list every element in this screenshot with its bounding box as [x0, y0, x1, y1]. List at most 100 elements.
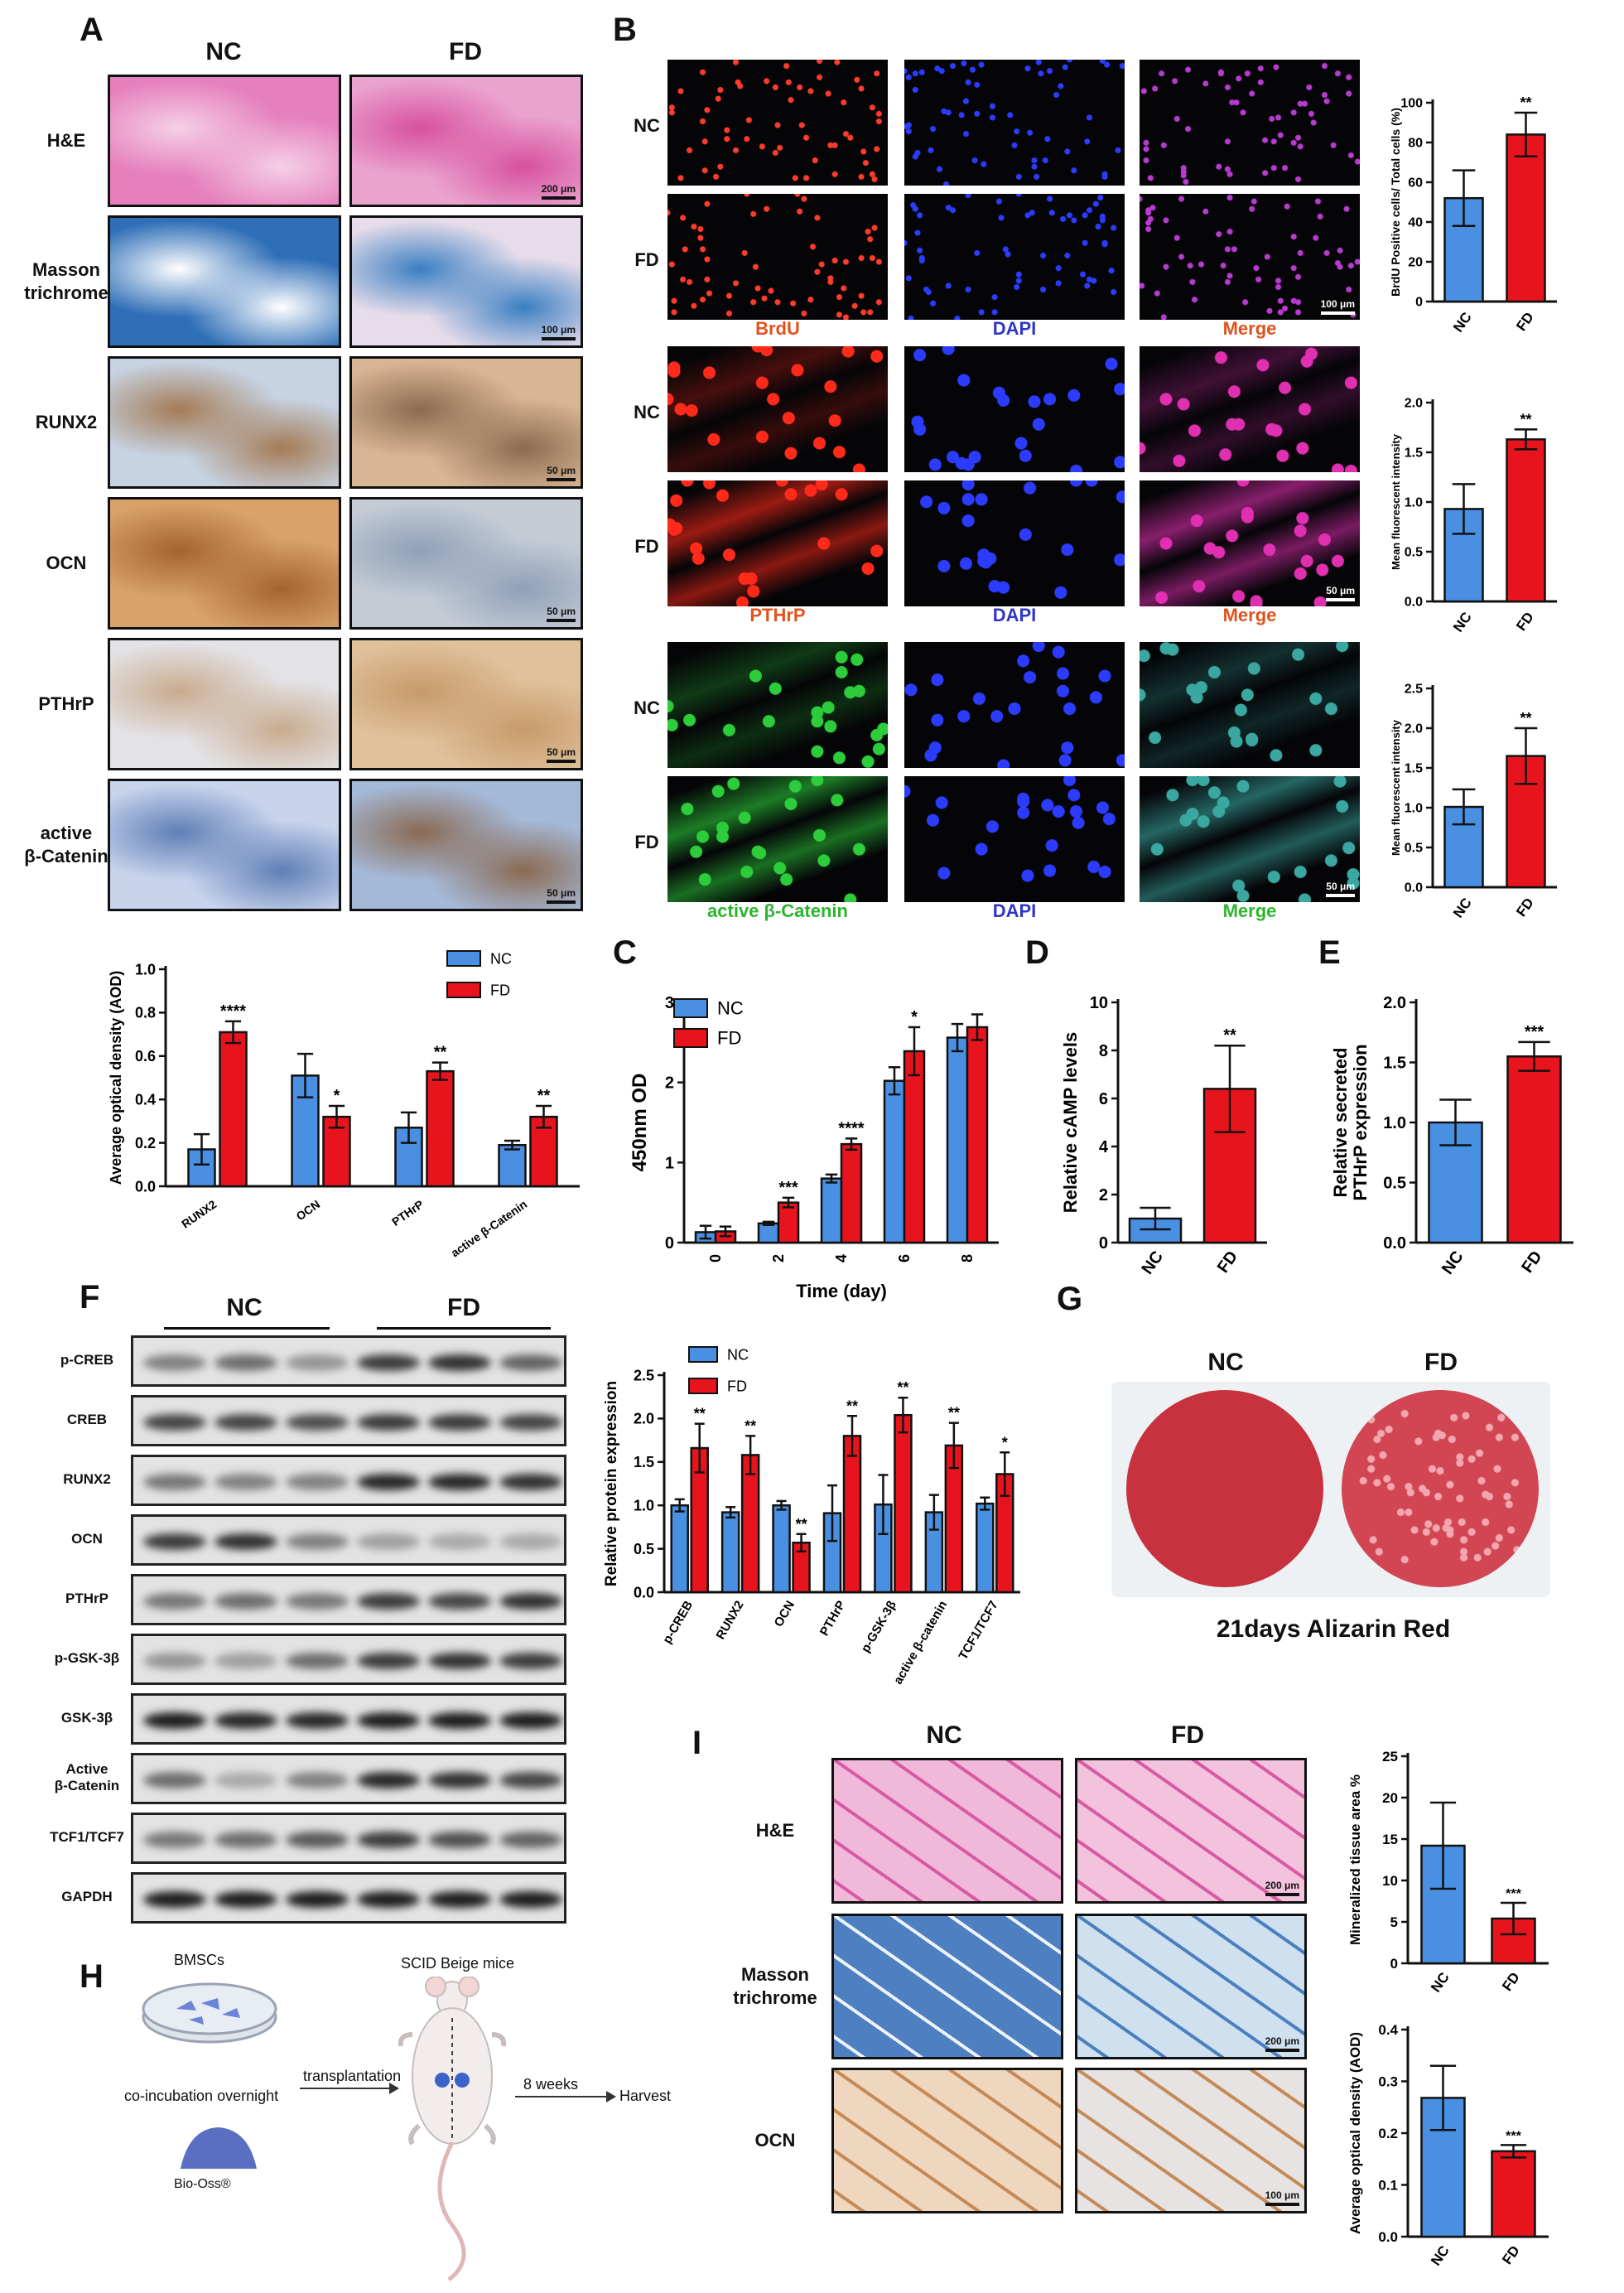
- blot-band: [214, 1653, 277, 1669]
- panel-i-micrograph: 100 μm: [1075, 2068, 1307, 2213]
- y-tick-label: 10: [1382, 1873, 1398, 1889]
- blot-band: [428, 1533, 491, 1550]
- chart-f-protein: 0.0 0.5 1.0 1.5 2.0 2.5 Relative protein expre…: [603, 1346, 1020, 1687]
- channel-label: DAPI: [992, 318, 1037, 339]
- blot-band: [499, 1772, 562, 1789]
- panel-letter-e: E: [1318, 934, 1341, 971]
- y-tick-label: 0.5: [1383, 1175, 1406, 1193]
- blot-band: [143, 1832, 206, 1848]
- blot-row: [131, 1335, 566, 1387]
- y-axis-label: Relative protein expression: [603, 1381, 620, 1586]
- blot-row-label: PTHrP: [65, 1591, 108, 1606]
- y-tick-label: 0.5: [1405, 842, 1423, 856]
- x-tick-label: NC: [1428, 1969, 1453, 1995]
- scale-bar: 200 μm: [1265, 1880, 1299, 1896]
- panel-b-row-label: NC: [634, 402, 660, 422]
- fluorescence-image: [1140, 60, 1360, 186]
- x-tick-label: FD: [1513, 895, 1537, 919]
- y-tick-label: 0.6: [135, 1048, 156, 1064]
- blot-band: [357, 1533, 420, 1550]
- weeks-label: 8 weeks: [523, 2076, 579, 2093]
- x-tick-label: FD: [1499, 2242, 1523, 2266]
- scale-bar: 50 μm: [547, 887, 576, 904]
- panel-a-micrograph: [108, 356, 341, 489]
- y-tick-label: 8: [1099, 1042, 1108, 1060]
- blot-row: [131, 1813, 566, 1864]
- panel-i-micrograph: [831, 1758, 1063, 1904]
- significance-label: **: [694, 1406, 706, 1422]
- panel-b-row-label: FD: [634, 832, 659, 852]
- bar: [772, 1504, 791, 1594]
- legend-swatch: [688, 1346, 718, 1363]
- x-tick-label: active β-catenin: [891, 1599, 950, 1687]
- significance-label: **: [1520, 710, 1531, 727]
- blot-band: [214, 1772, 277, 1789]
- bar: [720, 1511, 740, 1594]
- x-tick-label: FD: [1499, 1969, 1523, 1993]
- y-tick-label: 0.5: [634, 1541, 654, 1557]
- blot-band: [357, 1712, 420, 1729]
- alizarin-well-nc: [1126, 1390, 1323, 1587]
- fluorescence-image: 100 μm: [1140, 194, 1360, 320]
- blot-band: [143, 1593, 206, 1610]
- y-tick-label: 2.0: [1405, 722, 1423, 736]
- y-axis-label: Relative secreted: [1330, 1048, 1351, 1198]
- y-tick-label: 0.0: [634, 1584, 654, 1600]
- y-tick-label: 0.0: [1405, 596, 1423, 610]
- panel-a-row-label: Masson trichrome: [24, 259, 108, 303]
- y-tick-label: 2.5: [1405, 683, 1423, 697]
- panel-letter-i: I: [692, 1725, 702, 1761]
- y-tick-label: 15: [1382, 1832, 1398, 1847]
- blot-row-label: RUNX2: [63, 1471, 111, 1487]
- panel-i-row-label: OCN: [754, 2130, 796, 2151]
- scale-bar: 100 μm: [1321, 298, 1355, 315]
- significance-label: **: [434, 1044, 447, 1062]
- blot-band: [286, 1593, 349, 1610]
- panel-f-group-fd: FD: [447, 1294, 480, 1321]
- y-tick-label: 6: [1099, 1090, 1108, 1108]
- blot-band: [428, 1891, 491, 1908]
- panel-i-row-label: H&E: [755, 1820, 795, 1841]
- channel-label: DAPI: [992, 900, 1037, 921]
- y-axis-label: PTHrP expression: [1350, 1044, 1371, 1200]
- x-tick-label: PTHrP: [389, 1197, 426, 1229]
- fluorescence-image: 50 μm: [1140, 776, 1360, 902]
- x-tick-label: RUNX2: [713, 1599, 746, 1643]
- fluorescence-image: [904, 346, 1125, 472]
- blot-row-label: p-GSK-3β: [54, 1650, 120, 1666]
- y-tick-label: 80: [1408, 137, 1423, 151]
- panel-a-micrograph: 100 μm: [349, 215, 583, 348]
- blot-row-label: CREB: [66, 1412, 108, 1427]
- panel-a-row-label: PTHrP: [38, 693, 94, 714]
- y-tick-label: 2: [1099, 1186, 1108, 1204]
- bar: [894, 1413, 913, 1594]
- bio-oss-label: Bio-Oss®: [174, 2177, 231, 2191]
- bar: [1506, 1055, 1562, 1244]
- y-tick-label: 1.0: [1405, 802, 1423, 816]
- blot-band: [214, 1474, 277, 1490]
- coincubation-label: co-incubation overnight: [124, 2088, 279, 2104]
- fluorescence-image: [667, 194, 888, 320]
- blot-band: [499, 1354, 562, 1371]
- blot-band: [143, 1712, 206, 1729]
- y-tick-label: 0.5: [1405, 546, 1423, 560]
- fluorescence-image: [904, 642, 1125, 768]
- panel-b-row-label: NC: [634, 698, 660, 718]
- blot-band: [286, 1354, 349, 1371]
- blot-row-label: p-CREB: [60, 1352, 114, 1368]
- chart-e-pthrp: 0.0 0.5 1.0 1.5 2.0 Relative secreted PTHrP ex…: [1330, 994, 1573, 1278]
- significance-label: *: [911, 1008, 918, 1026]
- panel-letter-a: A: [80, 12, 104, 48]
- y-tick-label: 0: [1415, 296, 1423, 310]
- scale-bar: 50 μm: [1326, 585, 1355, 601]
- harvest-label: Harvest: [619, 2088, 672, 2104]
- x-tick-label: FD: [1518, 1248, 1545, 1276]
- blot-row-label: GSK-3β: [60, 1710, 113, 1726]
- blot-band: [357, 1354, 420, 1371]
- significance-label: ****: [838, 1119, 864, 1137]
- y-tick-label: 1.0: [135, 961, 156, 978]
- blot-band: [286, 1533, 349, 1550]
- x-tick-label: 8: [959, 1254, 976, 1262]
- blot-row: [131, 1753, 566, 1804]
